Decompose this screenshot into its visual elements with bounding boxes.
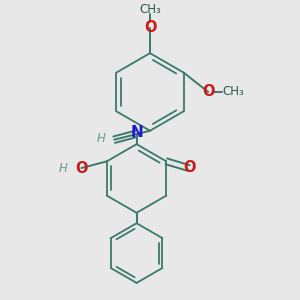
- Text: O: O: [183, 160, 196, 175]
- Text: H: H: [59, 161, 68, 175]
- Text: O: O: [144, 20, 157, 35]
- Text: O: O: [76, 160, 88, 175]
- Text: H: H: [96, 132, 105, 145]
- Text: CH₃: CH₃: [222, 85, 244, 98]
- Text: CH₃: CH₃: [139, 2, 161, 16]
- Text: O: O: [202, 85, 215, 100]
- Text: N: N: [131, 125, 144, 140]
